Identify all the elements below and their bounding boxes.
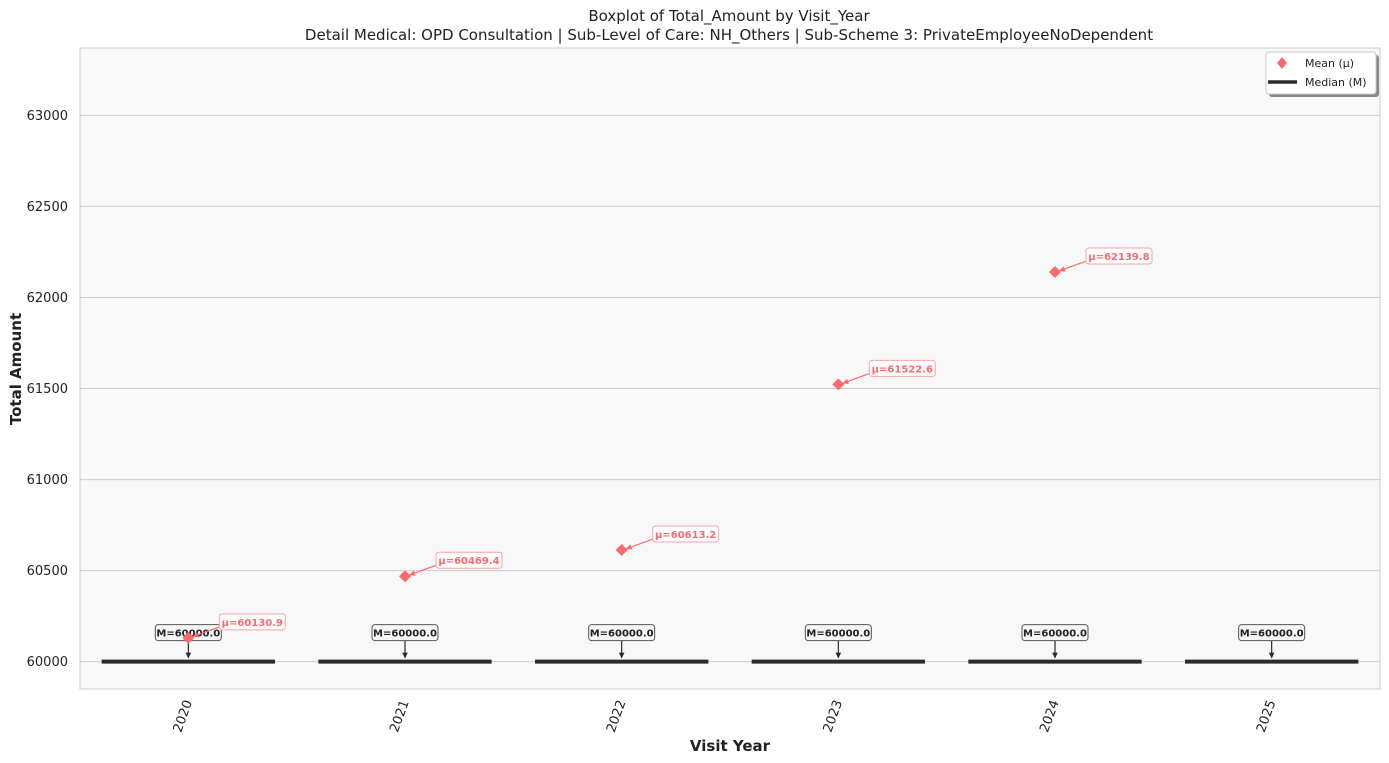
legend-mean-marker-icon: [1277, 57, 1287, 69]
mean-label: μ=62139.8: [1088, 252, 1149, 263]
mean-label: μ=61522.6: [872, 364, 933, 375]
mean-label: μ=60613.2: [655, 530, 716, 541]
plot-area: [79, 47, 1381, 690]
median-arrow-head: [1268, 652, 1275, 659]
legend-median-label: Median (M): [1305, 76, 1367, 89]
mean-marker: [182, 631, 195, 644]
y-tick-label: 60000: [27, 655, 68, 670]
legend: Mean (μ) Median (M): [1265, 51, 1379, 97]
x-axis-label: Visit Year: [690, 737, 771, 755]
median-arrow-head: [185, 652, 192, 659]
mean-label-box: [868, 359, 936, 377]
y-tick-label: 63000: [27, 109, 68, 124]
median-label-box: [371, 624, 439, 642]
median-arrow-head: [618, 652, 625, 659]
mean-label: μ=60130.9: [222, 618, 283, 629]
mean-marker: [615, 544, 628, 557]
mean-label-box: [652, 525, 720, 543]
median-label-box: [1238, 624, 1306, 642]
median-label-box: [588, 624, 656, 642]
median-label: M=60000.0: [1240, 629, 1304, 640]
mean-marker: [399, 570, 411, 583]
mean-arrow-head: [409, 570, 416, 576]
mean-label: μ=60469.4: [438, 556, 499, 567]
y-axis-label: Total Amount: [7, 313, 25, 425]
mean-arrow-head: [842, 378, 849, 384]
median-label: M=60000.0: [806, 629, 870, 640]
median-arrow-head: [835, 652, 842, 659]
grid-lines: [80, 114, 1380, 663]
mean-marker: [1049, 266, 1061, 279]
y-tick-label: 61000: [27, 473, 68, 488]
median-label: M=60000.0: [373, 629, 437, 640]
median-arrow-head: [402, 652, 408, 659]
mean-arrow-head: [192, 632, 199, 638]
y-tick-label: 62500: [27, 200, 68, 215]
y-tick-label: 60500: [27, 564, 68, 579]
mean-label-box: [435, 551, 503, 569]
median-label: M=60000.0: [590, 629, 654, 640]
mean-label-box: [1085, 247, 1153, 265]
median-label: M=60000.0: [1023, 629, 1087, 640]
chart-subtitle: Detail Medical: OPD Consultation | Sub-L…: [305, 26, 1153, 45]
mean-marker: [832, 378, 845, 391]
mean-arrow-head: [1059, 266, 1066, 272]
chart-title: Boxplot of Total_Amount by Visit_Year: [588, 7, 870, 26]
y-tick-label: 62000: [27, 291, 68, 306]
median-arrow-head: [1052, 652, 1058, 659]
median-label-box: [804, 624, 872, 642]
median-label-box: [1021, 624, 1089, 642]
y-axis-ticks: 60000 60500 61000 61500 62000 62500 63000: [27, 109, 68, 670]
y-tick-label: 61500: [27, 382, 68, 397]
mean-label-box: [218, 613, 286, 631]
mean-series: μ=60130.9 μ=60469.4 μ=60613.2 μ=61522.6 μ=62…: [182, 247, 1153, 644]
mean-arrow-head: [625, 544, 633, 550]
legend-mean-label: Mean (μ): [1305, 57, 1354, 70]
